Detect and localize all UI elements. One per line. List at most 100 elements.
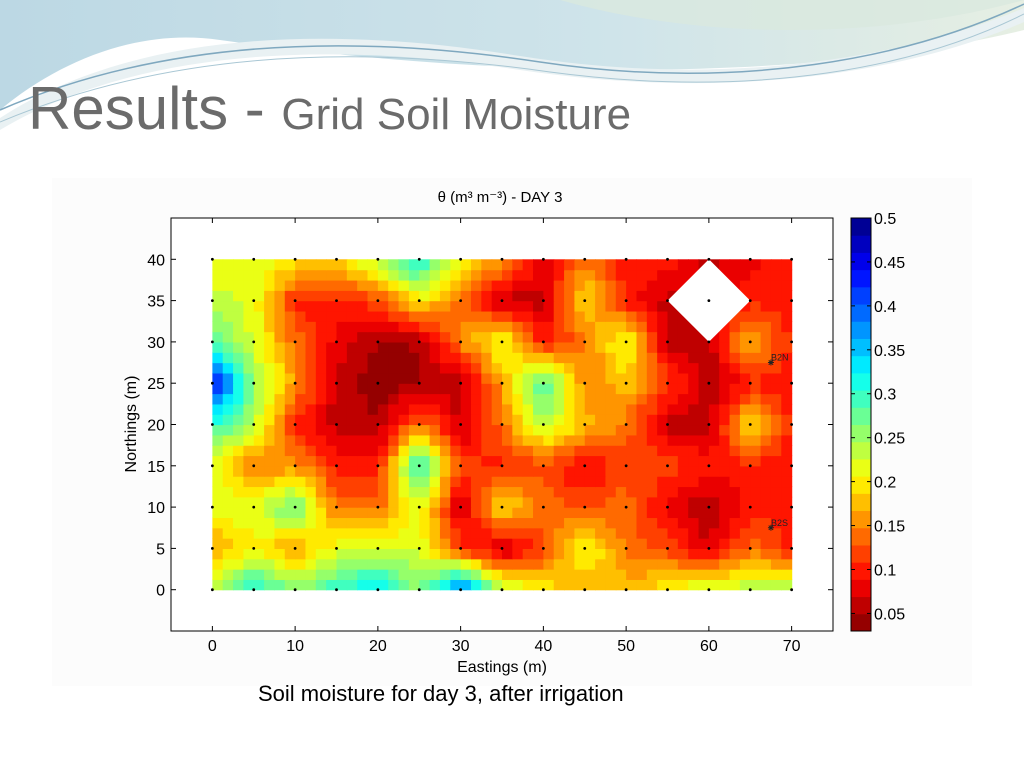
contour-cell xyxy=(781,465,793,477)
contour-cell xyxy=(781,341,793,353)
contour-cell xyxy=(233,300,244,312)
contour-cell xyxy=(274,414,286,426)
sample-point xyxy=(500,505,504,509)
sample-point xyxy=(376,464,380,468)
contour-cell xyxy=(667,310,679,322)
contour-cell xyxy=(636,372,648,384)
contour-cell xyxy=(719,579,731,591)
sample-point xyxy=(500,299,504,302)
contour-cell xyxy=(605,279,617,291)
contour-cell xyxy=(636,414,648,426)
contour-cell xyxy=(491,538,503,549)
contour-cell xyxy=(533,465,544,477)
contour-cell xyxy=(739,434,751,446)
contour-cell xyxy=(770,269,782,281)
contour-cell xyxy=(770,507,782,519)
contour-cell xyxy=(429,486,441,498)
contour-cell xyxy=(439,558,451,570)
contour-cell xyxy=(615,455,627,467)
contour-cell xyxy=(470,279,482,291)
contour-cell xyxy=(408,372,420,384)
contour-cell xyxy=(750,362,762,374)
contour-cell xyxy=(708,527,720,539)
contour-cell xyxy=(264,434,276,446)
contour-cell xyxy=(553,352,565,364)
contour-cell xyxy=(522,259,534,271)
contour-cell xyxy=(719,321,731,333)
contour-cell xyxy=(450,383,462,395)
contour-cell xyxy=(626,403,638,415)
contour-cell xyxy=(450,496,462,508)
contour-cell xyxy=(315,527,327,539)
contour-cell xyxy=(677,548,689,560)
contour-cell xyxy=(408,362,420,374)
contour-cell xyxy=(615,527,627,539)
contour-cell xyxy=(719,424,731,436)
contour-cell xyxy=(781,579,793,591)
contour-cell xyxy=(481,300,493,312)
contour-cell xyxy=(543,352,555,364)
contour-cell xyxy=(574,269,586,281)
contour-cell xyxy=(284,341,296,353)
contour-cell xyxy=(708,445,720,457)
contour-cell xyxy=(284,259,296,271)
contour-cell xyxy=(553,548,565,560)
contour-cell xyxy=(729,538,741,549)
contour-cell xyxy=(646,455,658,467)
contour-cell xyxy=(750,300,762,312)
contour-cell xyxy=(719,527,731,539)
contour-cell xyxy=(222,362,234,374)
contour-cell xyxy=(615,569,627,580)
contour-cell xyxy=(377,290,389,302)
contour-cell xyxy=(419,414,431,426)
contour-cell xyxy=(636,403,648,415)
contour-cell xyxy=(657,341,669,353)
contour-cell xyxy=(284,527,296,539)
contour-cell xyxy=(584,558,596,570)
contour-cell xyxy=(315,269,327,281)
contour-cell xyxy=(439,310,451,322)
colorbar-band xyxy=(851,338,871,357)
contour-cell xyxy=(429,393,441,405)
contour-cell xyxy=(543,548,555,560)
contour-cell xyxy=(584,310,596,322)
colorbar-tick-label: 0.1 xyxy=(874,562,896,579)
contour-cell xyxy=(222,517,234,529)
contour-cell xyxy=(564,414,575,426)
contour-cell xyxy=(719,476,731,488)
contour-cell xyxy=(243,310,255,322)
contour-cell xyxy=(543,269,555,281)
contour-cell xyxy=(408,527,420,539)
contour-cell xyxy=(460,259,472,271)
contour-cell xyxy=(667,579,679,591)
contour-cell xyxy=(739,538,751,549)
contour-cell xyxy=(646,321,658,333)
contour-cell xyxy=(770,279,782,291)
contour-cell xyxy=(605,569,617,580)
contour-cell xyxy=(419,310,431,322)
contour-cell xyxy=(253,569,265,580)
contour-cell xyxy=(460,538,472,549)
contour-cell xyxy=(626,445,638,457)
contour-cell xyxy=(512,445,524,457)
contour-cell xyxy=(419,279,431,291)
sample-point xyxy=(500,588,504,592)
contour-cell xyxy=(377,434,389,446)
contour-cell xyxy=(439,331,451,343)
contour-cell xyxy=(253,403,265,415)
contour-cell xyxy=(470,424,482,436)
contour-cell xyxy=(295,393,307,405)
contour-cell xyxy=(595,465,607,477)
contour-cell xyxy=(522,393,534,405)
contour-cell xyxy=(636,548,648,560)
contour-cell xyxy=(512,352,524,364)
contour-cell xyxy=(274,424,286,436)
contour-cell xyxy=(781,414,793,426)
contour-cell xyxy=(750,290,762,302)
contour-cell xyxy=(233,362,244,374)
contour-cell xyxy=(564,569,575,580)
contour-cell xyxy=(491,434,503,446)
contour-cell xyxy=(460,269,472,281)
contour-cell xyxy=(243,579,255,591)
contour-cell xyxy=(284,331,296,343)
